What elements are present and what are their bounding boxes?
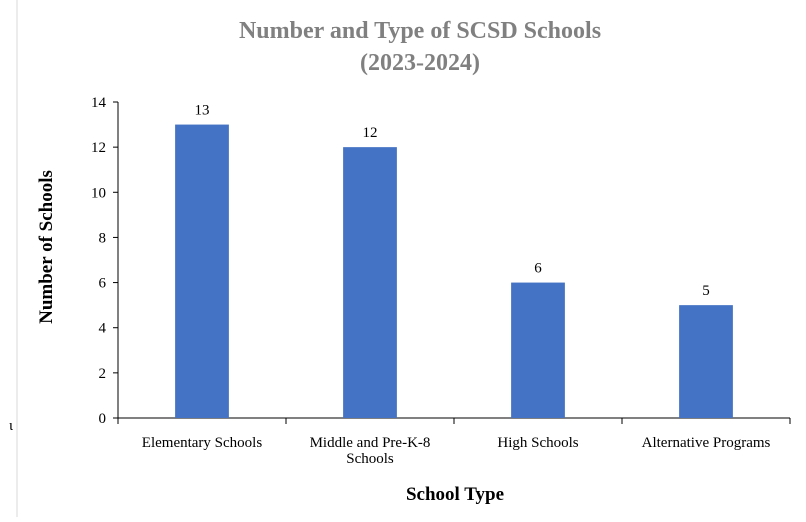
stray-glyph: ι <box>9 418 13 434</box>
y-tick-label: 8 <box>99 230 107 246</box>
data-label: 12 <box>363 125 378 141</box>
chart-title-line-2: (2023-2024) <box>360 50 480 76</box>
x-tick-label: Schools <box>346 451 394 467</box>
y-tick-label: 12 <box>91 140 106 156</box>
x-tick-label: Elementary Schools <box>142 435 263 451</box>
chart-title-line-1: Number and Type of SCSD Schools <box>239 18 601 44</box>
data-label: 13 <box>195 103 210 119</box>
data-label: 6 <box>534 261 542 277</box>
y-tick-label: 0 <box>99 411 107 427</box>
y-tick-label: 4 <box>99 321 107 337</box>
bar <box>175 124 229 419</box>
x-tick-label: Middle and Pre-K-8 <box>310 435 431 451</box>
y-tick-label: 10 <box>91 185 106 201</box>
x-tick-label: Alternative Programs <box>642 435 771 451</box>
x-tick-label: High Schools <box>497 435 578 451</box>
bar <box>679 305 733 418</box>
y-tick-label: 14 <box>91 95 107 111</box>
y-tick-label: 6 <box>99 276 107 292</box>
bar <box>511 282 565 418</box>
y-axis-title: Number of Schools <box>36 170 57 324</box>
plot-area: 0 2 4 6 8 10 12 14 13 Elementary Schools 12 Middle … <box>91 95 791 467</box>
data-label: 5 <box>702 283 710 299</box>
x-axis-title: School Type <box>406 484 504 505</box>
bar <box>343 147 397 418</box>
y-tick-label: 2 <box>99 366 107 382</box>
